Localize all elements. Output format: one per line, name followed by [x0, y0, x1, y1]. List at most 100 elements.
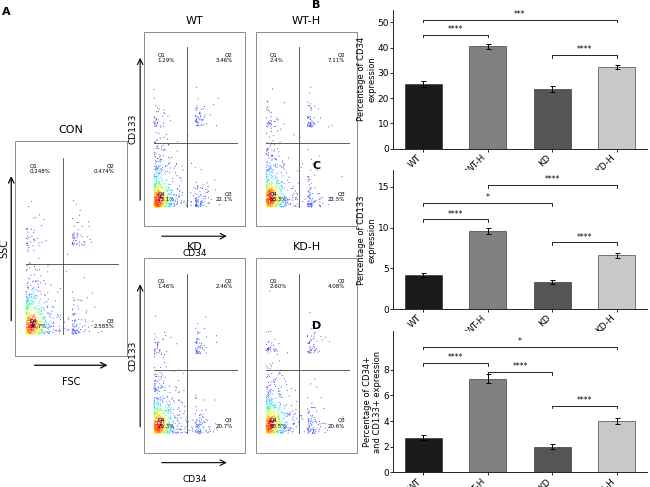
- Point: [169, 412, 179, 420]
- Point: [156, 419, 166, 427]
- Point: [266, 186, 276, 194]
- Point: [149, 199, 159, 207]
- Point: [150, 119, 161, 127]
- Point: [150, 386, 161, 393]
- Point: [166, 426, 176, 434]
- Point: [266, 152, 277, 160]
- Point: [266, 415, 276, 423]
- Point: [27, 315, 37, 322]
- Point: [42, 302, 53, 310]
- Point: [152, 427, 162, 434]
- Point: [46, 322, 56, 330]
- Point: [277, 418, 287, 426]
- Point: [201, 203, 211, 210]
- Point: [265, 120, 275, 128]
- Point: [276, 190, 287, 198]
- Point: [31, 317, 42, 324]
- Point: [157, 427, 167, 435]
- Point: [154, 423, 164, 431]
- Point: [261, 170, 271, 178]
- Point: [278, 411, 289, 418]
- Point: [150, 370, 161, 378]
- Point: [188, 184, 199, 191]
- Point: [289, 131, 299, 139]
- Point: [266, 202, 277, 209]
- Point: [264, 180, 274, 188]
- Point: [151, 203, 162, 211]
- Point: [268, 186, 278, 194]
- Point: [22, 309, 32, 317]
- Point: [194, 422, 204, 430]
- Point: [155, 419, 166, 427]
- Point: [193, 427, 203, 434]
- Point: [32, 318, 42, 326]
- Point: [211, 338, 222, 346]
- Point: [278, 428, 288, 435]
- Text: Q2
7.11%: Q2 7.11%: [328, 52, 345, 63]
- Point: [151, 196, 161, 204]
- Point: [265, 159, 275, 167]
- Point: [270, 421, 281, 429]
- Point: [155, 193, 165, 201]
- Point: [272, 200, 282, 207]
- Point: [272, 413, 282, 421]
- Point: [160, 201, 170, 209]
- Point: [193, 122, 203, 130]
- Point: [159, 379, 169, 387]
- Point: [196, 427, 206, 435]
- Point: [25, 291, 35, 299]
- Point: [194, 412, 205, 419]
- Point: [32, 317, 42, 325]
- Point: [155, 412, 166, 420]
- Point: [306, 426, 317, 434]
- Point: [166, 200, 176, 207]
- Point: [268, 191, 278, 199]
- Point: [49, 320, 59, 328]
- Point: [24, 264, 34, 272]
- Point: [262, 411, 272, 418]
- Point: [55, 326, 66, 334]
- Point: [261, 198, 271, 206]
- Point: [38, 329, 48, 337]
- Point: [153, 429, 164, 437]
- Point: [80, 326, 90, 334]
- Point: [156, 161, 166, 169]
- Text: Q3
22.5%: Q3 22.5%: [328, 191, 345, 202]
- Point: [153, 425, 163, 432]
- Point: [164, 154, 175, 162]
- Point: [163, 410, 174, 417]
- Point: [150, 202, 161, 210]
- Point: [27, 314, 38, 321]
- Point: [153, 387, 163, 395]
- Point: [270, 197, 280, 205]
- Point: [263, 427, 274, 435]
- Point: [289, 417, 299, 425]
- Point: [268, 189, 279, 197]
- Point: [174, 411, 185, 419]
- Point: [152, 144, 162, 152]
- Point: [30, 324, 40, 332]
- Point: [151, 194, 161, 202]
- Point: [261, 163, 272, 171]
- Point: [201, 415, 211, 423]
- Point: [305, 115, 315, 123]
- Point: [271, 203, 281, 210]
- Point: [153, 418, 163, 426]
- Point: [68, 230, 79, 238]
- Text: ****: ****: [545, 175, 560, 185]
- Point: [311, 425, 321, 433]
- Point: [151, 409, 162, 416]
- Point: [274, 202, 285, 209]
- Point: [263, 390, 274, 397]
- Point: [71, 322, 81, 330]
- Point: [26, 326, 36, 334]
- Point: [150, 420, 160, 428]
- Point: [287, 196, 298, 204]
- Point: [28, 319, 38, 327]
- Point: [274, 387, 285, 395]
- Point: [309, 330, 320, 337]
- Point: [198, 423, 208, 431]
- Point: [270, 162, 280, 170]
- Point: [274, 393, 284, 400]
- Point: [261, 170, 272, 178]
